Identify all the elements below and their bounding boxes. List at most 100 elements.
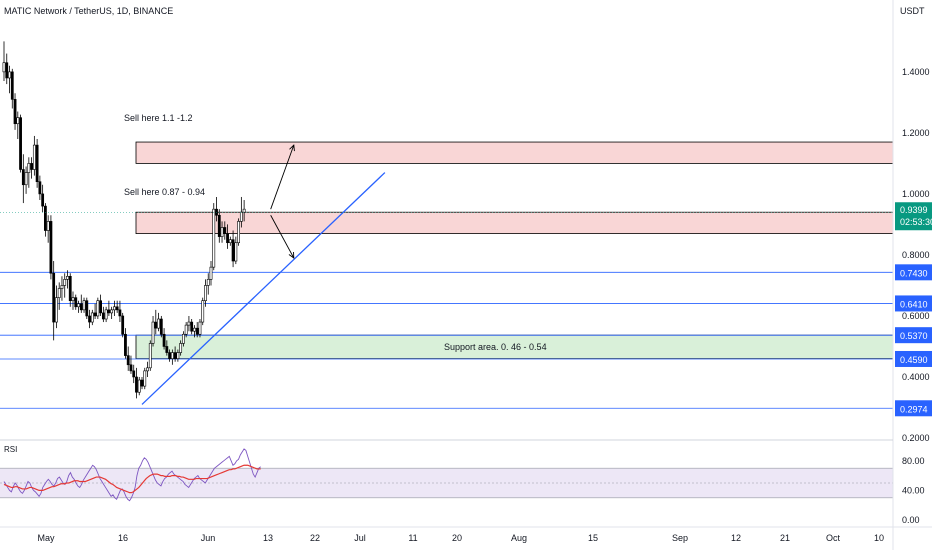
candle-body: [226, 233, 229, 244]
candle-body: [52, 272, 56, 323]
y-tick-label: 0.4000: [902, 372, 930, 382]
candle-body: [154, 321, 158, 329]
candle-body: [93, 312, 97, 317]
level-price-tag: [895, 400, 932, 417]
candle-body: [88, 315, 91, 323]
candle-body: [110, 309, 114, 314]
candle-body: [55, 297, 58, 323]
level-price-label: 0.5370: [900, 331, 928, 341]
candle-body: [201, 300, 205, 323]
candle-body: [187, 321, 191, 326]
resistance-zone: [135, 141, 894, 164]
candle-body: [223, 227, 227, 234]
chart-title: MATIC Network / TetherUS, 1D, BINANCE: [4, 6, 173, 16]
projection-arrow[interactable]: [270, 144, 295, 210]
candle-body: [140, 379, 144, 387]
candle-body: [113, 306, 116, 311]
x-tick-label: 22: [310, 533, 320, 543]
candle-body: [198, 321, 202, 335]
candle-body: [5, 62, 9, 79]
y-tick-label: 0.8000: [902, 250, 930, 260]
last-price-label: 0.9399: [900, 205, 928, 215]
candle-body: [228, 239, 232, 244]
candle-body: [237, 221, 241, 244]
x-tick-label: 21: [780, 533, 790, 543]
candle-body: [176, 352, 180, 359]
level-price-label: 0.6410: [900, 299, 928, 309]
candle-body: [193, 327, 196, 332]
level-price-label: 0.2974: [900, 404, 928, 414]
candle-body: [90, 312, 94, 323]
candle-body: [137, 379, 141, 393]
level-price-tag: [895, 264, 932, 281]
y-tick-label: 0.2000: [902, 433, 930, 443]
level-price-tag: [895, 295, 932, 312]
candle-body: [190, 321, 194, 332]
candle-body: [104, 309, 108, 320]
projection-arrow[interactable]: [270, 215, 295, 259]
candle-body: [19, 117, 22, 170]
price-pane: [0, 41, 894, 409]
currency-label: USDT: [900, 6, 925, 16]
x-tick-label: 16: [118, 533, 128, 543]
candle-body: [212, 208, 216, 268]
rsi-pane: [0, 448, 893, 502]
candle-body: [43, 205, 47, 231]
rsi-tick-label: 40.00: [902, 485, 925, 495]
candle-body: [121, 315, 125, 335]
candle-body: [35, 144, 39, 183]
candle-body: [30, 163, 34, 170]
candle-body: [132, 370, 136, 378]
candle-body: [85, 300, 89, 317]
zone-label-1: Sell here 1.1 -1.2: [124, 113, 193, 123]
y-tick-label: 0.6000: [902, 311, 930, 321]
x-tick-label: Jul: [354, 533, 366, 543]
candle-body: [239, 211, 243, 222]
level-price-label: 0.7430: [900, 268, 928, 278]
candle-body: [71, 297, 75, 302]
x-tick-label: Jun: [201, 533, 216, 543]
candle-body: [8, 71, 11, 79]
arrow-head: [289, 144, 295, 152]
candle-body: [146, 367, 149, 372]
candle-body: [38, 181, 42, 195]
candle-body: [143, 370, 147, 387]
candle-body: [21, 169, 25, 186]
rsi-title: RSI: [4, 445, 17, 454]
x-tick-label: 15: [588, 533, 598, 543]
candle-body: [101, 312, 105, 320]
arrow-head: [288, 251, 295, 259]
x-tick-label: 20: [452, 533, 462, 543]
x-tick-label: Aug: [511, 533, 527, 543]
candle-body: [170, 352, 174, 359]
candle-body: [151, 321, 155, 344]
rsi-tick-label: 0.00: [902, 515, 920, 525]
candle-body: [96, 300, 100, 317]
level-price-label: 0.4590: [900, 355, 928, 365]
candle-body: [209, 266, 213, 280]
candle-body: [82, 300, 86, 311]
candle-body: [231, 239, 235, 262]
candle-body: [206, 279, 210, 286]
level-price-tag: [895, 350, 932, 367]
candle-body: [79, 303, 83, 311]
resistance-zone: [135, 211, 894, 234]
candle-body: [74, 297, 78, 308]
candle-body: [99, 300, 103, 314]
x-tick-label: May: [37, 533, 55, 543]
candle-body: [107, 309, 111, 314]
candle-body: [27, 163, 31, 173]
candle-body: [77, 303, 80, 308]
candle-body: [68, 275, 72, 302]
y-tick-label: 1.4000: [902, 67, 930, 77]
candle-body: [118, 309, 122, 317]
candle-body: [13, 99, 17, 125]
last-price-tag: [895, 202, 932, 231]
candle-body: [129, 364, 133, 372]
trendline[interactable]: [141, 172, 386, 405]
zone-label-2: Sell here 0.87 - 0.94: [124, 187, 205, 197]
candle-body: [165, 346, 169, 353]
candle-body: [49, 221, 53, 274]
zone-label-3: Support area. 0. 46 - 0.54: [444, 342, 547, 352]
